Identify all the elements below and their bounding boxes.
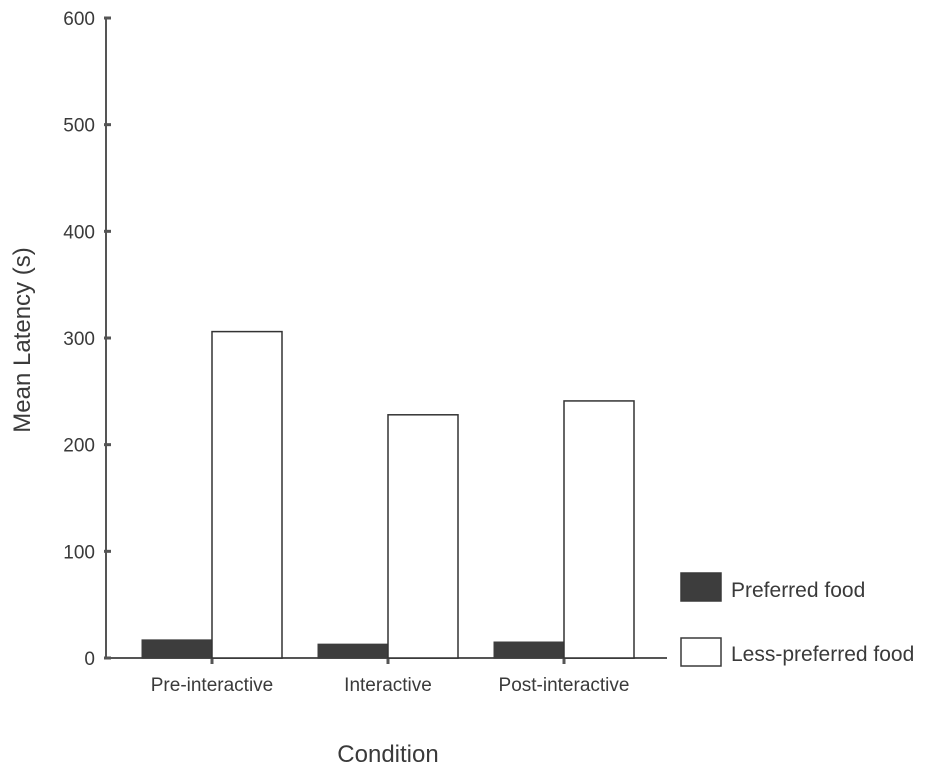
bar-less-preferred-food-pre-interactive [211,330,283,659]
x-axis-title: Condition [337,741,438,768]
bar-preferred-food-pre-interactive [141,639,213,659]
bar-less-preferred-food-interactive [387,414,459,659]
bar-preferred-food-interactive [317,643,389,659]
legend-swatch-preferred-food [680,572,722,602]
x-tick-label-2: Post-interactive [499,675,630,696]
bar-preferred-food-post-interactive [493,641,565,659]
bars [141,330,635,659]
y-tick-label-5: 500 [63,116,95,137]
legend-label-less-preferred-food: Less-preferred food [731,643,914,666]
bar-less-preferred-food-post-interactive [563,400,635,659]
y-tick-label-3: 300 [63,329,95,350]
y-tick-label-1: 100 [63,542,95,563]
x-tick-label-1: Interactive [344,675,432,696]
legend: Preferred food Less-preferred food [680,572,914,667]
y-tick-label-4: 400 [63,222,95,243]
x-axis-ticks: Pre-interactive Interactive Post-interacti… [151,658,630,696]
y-axis-ticks: 0 100 200 300 400 500 600 [63,9,111,670]
legend-label-preferred-food: Preferred food [731,579,865,602]
y-axis-title: Mean Latency (s) [9,247,36,432]
x-tick-label-0: Pre-interactive [151,675,274,696]
legend-swatch-less-preferred-food [680,637,722,667]
y-tick-label-2: 200 [63,436,95,457]
y-tick-label-0: 0 [84,649,95,670]
y-tick-label-6: 600 [63,9,95,30]
